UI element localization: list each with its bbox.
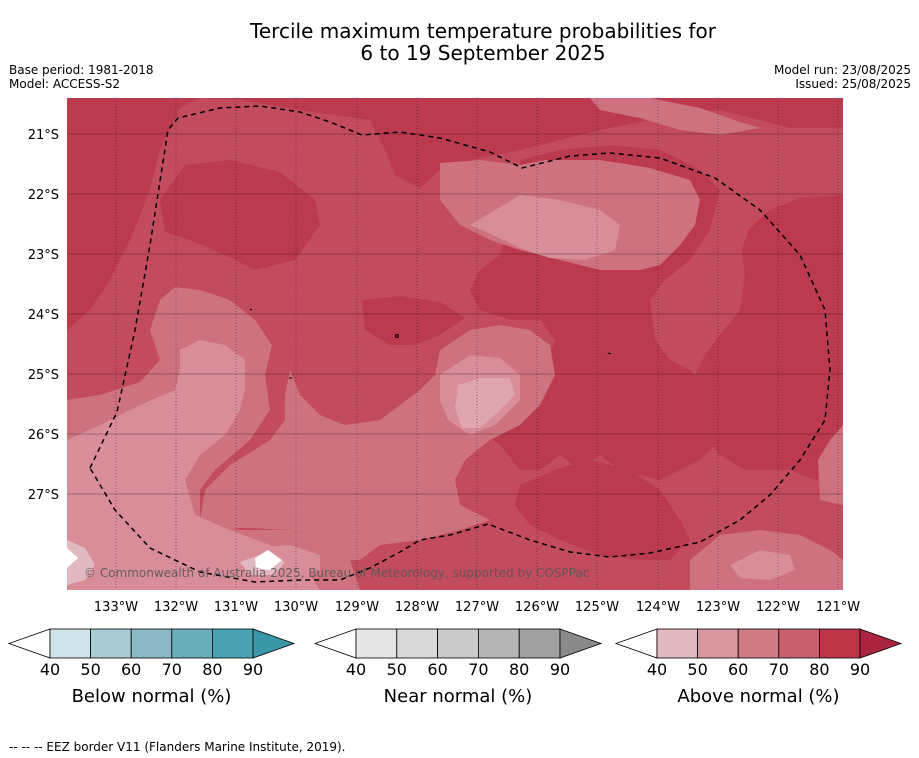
lon-tick-label: 128°W [395,600,439,615]
field-50-60-left [67,340,320,590]
colorbar-tick-label: 80 [509,660,530,679]
colorbar-segment [778,628,820,659]
colorbar-tick-label: 60 [728,660,749,679]
colorbar-segment [49,628,91,659]
lon-tick-label: 124°W [636,600,680,615]
lat-tick-label: 27°S [28,488,59,503]
issued-date: Issued: 25/08/2025 [795,77,911,91]
field-80-90-mid [362,296,465,345]
base-period: Base period: 1981-2018 [9,63,154,77]
colorbar-tick-label: 70 [161,660,182,679]
lon-tick-label: 130°W [274,600,318,615]
field-white-1 [67,548,282,570]
colorbar-segment [819,628,861,659]
island-marker [607,352,612,355]
colorbar-tick-label: 70 [768,660,789,679]
colorbar-segment [697,628,739,659]
lat-tick-label: 21°S [28,128,59,143]
eez-border [89,105,831,583]
colorbar-segment [130,628,173,659]
lon-tick-label: 129°W [335,600,379,615]
longitude-gridlines [115,98,839,590]
colorbar-extend-high [252,628,296,659]
lon-tick-label: 122°W [756,600,800,615]
meta-left: Base period: 1981-2018 Model: ACCESS-S2 [9,63,154,91]
field-60-70-east [818,425,843,505]
field-40-50-spot1 [67,540,95,585]
colorbar-tick-label: 90 [849,660,871,679]
colorbar-segment [477,628,520,659]
colorbar-extend-low [7,628,51,659]
colorbar-segment [171,628,213,659]
colorbar-tick-label: 80 [202,660,223,679]
colorbar-extend-low [614,628,658,659]
colorbar-tick-label: 90 [549,660,571,679]
island-marker [395,334,399,338]
probability-field [67,98,843,590]
lon-tick-label: 123°W [696,600,740,615]
islands [249,308,612,379]
colorbar-above-label: Above normal (%) [677,686,840,707]
colorbar-below-label: Below normal (%) [71,686,232,707]
colorbar-tick-label: 80 [809,660,830,679]
lat-tick-label: 26°S [28,428,59,443]
colorbar-tick-label: 50 [687,660,708,679]
latitude-gridlines [67,133,843,495]
field-80-90-south [515,460,690,560]
title-line-2: 6 to 19 September 2025 [360,41,606,65]
colorbar-segment [90,628,132,659]
model-run: Model run: 23/08/2025 [773,63,911,77]
colorbar-tick-label: 40 [345,660,367,679]
field-80-90-left [160,160,320,270]
meta-right: Model run: 23/08/2025 Issued: 25/08/2025 [774,63,911,91]
latitude-labels: 21°S 22°S 23°S 24°S 25°S 26°S 27°S [28,128,59,503]
colorbar-extend-high [859,628,903,659]
title-line-1: Tercile maximum temperature probabilitie… [250,19,716,43]
lon-tick-label: 133°W [94,600,138,615]
colorbar-tick-label: 90 [242,660,264,679]
colorbar-segment [437,628,479,659]
eez-legend: -- -- -- EEZ border V11 (Flanders Marine… [9,740,346,754]
colorbar-segment [518,628,561,659]
lat-tick-label: 24°S [28,308,59,323]
longitude-labels: 133°W 132°W 131°W 130°W 129°W 128°W 127°W 126°W… [94,600,860,615]
colorbar-segment [211,628,254,659]
colorbar-tick-label: 70 [468,660,489,679]
colorbar-extend-high [559,628,603,659]
colorbar-segment [737,628,780,659]
colorbar-tick-label: 60 [427,660,448,679]
lon-tick-label: 121°W [816,600,860,615]
lat-tick-label: 23°S [28,248,59,263]
colorbar-tick-label: 40 [646,660,668,679]
field-50-60-ne [470,195,620,260]
colorbar-extend-low [313,628,357,659]
field-50-60-inner [455,378,515,428]
colorbar-tick-label: 50 [386,660,407,679]
lat-tick-label: 25°S [28,368,59,383]
island-marker [249,308,253,311]
colorbar-segment [396,628,438,659]
colorbar-near-label: Near normal (%) [383,686,533,707]
lat-tick-label: 22°S [28,188,59,203]
colorbar-tick-label: 50 [80,660,101,679]
colorbar-tick-label: 40 [39,660,61,679]
field-60-70-top [590,98,760,135]
colorbars [7,628,903,659]
colorbar-segment [656,628,698,659]
field-80-90-north [67,98,843,330]
lon-tick-label: 132°W [154,600,198,615]
colorbar-segment [355,628,398,659]
lon-tick-label: 125°W [575,600,619,615]
model-name: Model: ACCESS-S2 [9,77,121,91]
lon-tick-label: 127°W [455,600,499,615]
field-50-60-se [730,550,795,580]
copyright-text: © Commonwealth of Australia 2025, Bureau… [84,566,589,580]
lon-tick-label: 126°W [515,600,559,615]
colorbar-tick-label: 60 [121,660,142,679]
lon-tick-label: 131°W [214,600,258,615]
